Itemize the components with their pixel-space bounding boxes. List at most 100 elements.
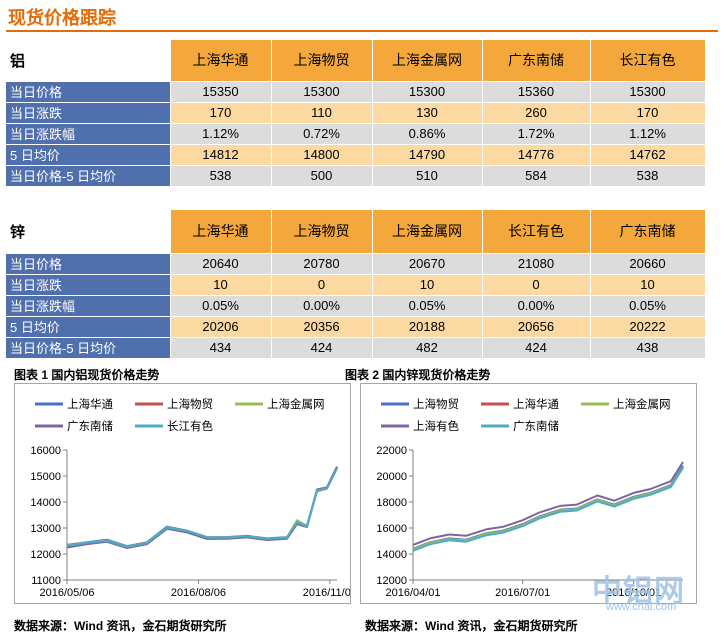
y-tick-label: 14000 xyxy=(376,549,407,561)
legend-label: 长江有色 xyxy=(167,419,213,433)
figure2-caption: 图表 2 国内锌现货价格走势 xyxy=(345,368,491,382)
zinc-cell: 20640 xyxy=(170,253,272,275)
legend-label: 上海金属网 xyxy=(613,397,671,411)
figure1-caption: 图表 1 国内铝现货价格走势 xyxy=(14,368,160,382)
aluminum-cell: 260 xyxy=(482,102,591,124)
zinc-cell: 0.05% xyxy=(372,295,483,317)
zinc-price-table: 锌 上海华通 上海物贸 上海金属网 长江有色 广东南储 当日价格 20640 207… xyxy=(6,210,706,359)
zinc-cell: 20656 xyxy=(482,316,591,338)
aluminum-row-label: 当日价格-5 日均价 xyxy=(6,165,171,187)
aluminum-row: 5 日均价 14812 14800 14790 14776 14762 xyxy=(6,144,706,166)
aluminum-cell: 14776 xyxy=(482,144,591,166)
zinc-cell: 20670 xyxy=(372,253,483,275)
aluminum-cell: 14812 xyxy=(170,144,272,166)
zinc-cell: 434 xyxy=(170,337,272,359)
zinc-cell: 438 xyxy=(590,337,706,359)
y-tick-label: 22000 xyxy=(376,445,407,457)
aluminum-cell: 130 xyxy=(372,102,483,124)
zinc-cell: 20356 xyxy=(271,316,373,338)
legend-label: 上海华通 xyxy=(513,397,559,411)
aluminum-cell: 14790 xyxy=(372,144,483,166)
legend-label: 上海物贸 xyxy=(167,397,213,411)
aluminum-cell: 0.86% xyxy=(372,123,483,145)
zinc-row: 当日涨跌幅 0.05% 0.00% 0.05% 0.00% 0.05% xyxy=(6,295,706,317)
x-tick-label: 2016/04/01 xyxy=(385,587,440,599)
y-tick-label: 16000 xyxy=(376,523,407,535)
zinc-row-label: 当日涨跌 xyxy=(6,274,171,296)
x-tick-label: 2016/10/01 xyxy=(606,587,661,599)
x-tick-label: 2016/11/06 xyxy=(303,587,350,599)
aluminum-cell: 1.12% xyxy=(590,123,706,145)
watermark-url: www.cnal.com xyxy=(606,601,677,613)
aluminum-cell: 510 xyxy=(372,165,483,187)
zinc-cell: 424 xyxy=(271,337,373,359)
zinc-cell: 0.05% xyxy=(170,295,272,317)
zinc-row: 当日涨跌 10 0 10 0 10 xyxy=(6,274,706,296)
aluminum-price-table: 铝 上海华通 上海物贸 上海金属网 广东南储 长江有色 当日价格 15350 153… xyxy=(6,40,706,187)
zinc-row-label: 当日涨跌幅 xyxy=(6,295,171,317)
zinc-row: 5 日均价 20206 20356 20188 20656 20222 xyxy=(6,316,706,338)
aluminum-label: 铝 xyxy=(6,40,171,82)
zinc-cell: 20660 xyxy=(590,253,706,275)
y-tick-label: 12000 xyxy=(376,575,407,587)
series-line xyxy=(66,466,338,548)
aluminum-row-label: 当日涨跌 xyxy=(6,102,171,124)
zinc-cell: 20188 xyxy=(372,316,483,338)
series-line xyxy=(412,465,684,550)
x-tick-label: 2016/05/06 xyxy=(39,587,94,599)
zinc-cell: 482 xyxy=(372,337,483,359)
legend-label: 上海金属网 xyxy=(267,397,325,411)
zinc-row-label: 当日价格-5 日均价 xyxy=(6,337,171,359)
series-line xyxy=(412,461,684,546)
legend-label: 广东南储 xyxy=(513,419,559,433)
zinc-label: 锌 xyxy=(6,210,171,254)
zinc-row: 当日价格-5 日均价 434 424 482 424 438 xyxy=(6,337,706,359)
legend-label: 上海华通 xyxy=(67,397,113,411)
aluminum-cell: 15300 xyxy=(372,81,483,103)
zinc-cell: 0.00% xyxy=(482,295,591,317)
zinc-cell: 20780 xyxy=(271,253,373,275)
aluminum-cell: 110 xyxy=(271,102,373,124)
zinc-cell: 0 xyxy=(271,274,373,296)
zinc-cell: 0.00% xyxy=(271,295,373,317)
zinc-cell: 20206 xyxy=(170,316,272,338)
aluminum-row-label: 当日涨跌幅 xyxy=(6,123,171,145)
aluminum-cell: 538 xyxy=(590,165,706,187)
aluminum-header-2: 上海物贸 xyxy=(271,40,373,82)
aluminum-header-4: 广东南储 xyxy=(482,40,591,82)
y-tick-label: 16000 xyxy=(30,445,61,457)
aluminum-cell: 500 xyxy=(271,165,373,187)
y-tick-label: 15000 xyxy=(30,471,61,483)
zinc-cell: 424 xyxy=(482,337,591,359)
y-tick-label: 12000 xyxy=(30,549,61,561)
zinc-header-4: 长江有色 xyxy=(482,210,591,254)
zinc-cell: 0 xyxy=(482,274,591,296)
aluminum-cell: 1.12% xyxy=(170,123,272,145)
zinc-cell: 10 xyxy=(372,274,483,296)
aluminum-row: 当日涨跌幅 1.12% 0.72% 0.86% 1.72% 1.12% xyxy=(6,123,706,145)
aluminum-cell: 15300 xyxy=(271,81,373,103)
figure1-source: 数据来源：Wind 资讯，金石期货研究所 xyxy=(14,619,227,633)
x-tick-label: 2016/07/01 xyxy=(495,587,550,599)
aluminum-row: 当日价格-5 日均价 538 500 510 584 538 xyxy=(6,165,706,187)
y-tick-label: 20000 xyxy=(376,471,407,483)
aluminum-header-5: 长江有色 xyxy=(590,40,706,82)
aluminum-row: 当日涨跌 170 110 130 260 170 xyxy=(6,102,706,124)
zinc-row-label: 5 日均价 xyxy=(6,316,171,338)
aluminum-cell: 15360 xyxy=(482,81,591,103)
series-line xyxy=(412,466,684,551)
title-divider xyxy=(6,30,718,32)
zinc-chart: 上海物贸 上海华通 上海金属网 上海有色 广东南储 12000 14000 16000 1800… xyxy=(360,383,697,604)
page-title: 现货价格跟踪 xyxy=(8,8,116,28)
zinc-cell: 0.05% xyxy=(590,295,706,317)
legend-label: 广东南储 xyxy=(67,419,113,433)
aluminum-cell: 584 xyxy=(482,165,591,187)
zinc-cell: 20222 xyxy=(590,316,706,338)
x-tick-label: 2016/08/06 xyxy=(171,587,226,599)
aluminum-cell: 0.72% xyxy=(271,123,373,145)
aluminum-cell: 14800 xyxy=(271,144,373,166)
y-tick-label: 14000 xyxy=(30,497,61,509)
aluminum-row: 当日价格 15350 15300 15300 15360 15300 xyxy=(6,81,706,103)
